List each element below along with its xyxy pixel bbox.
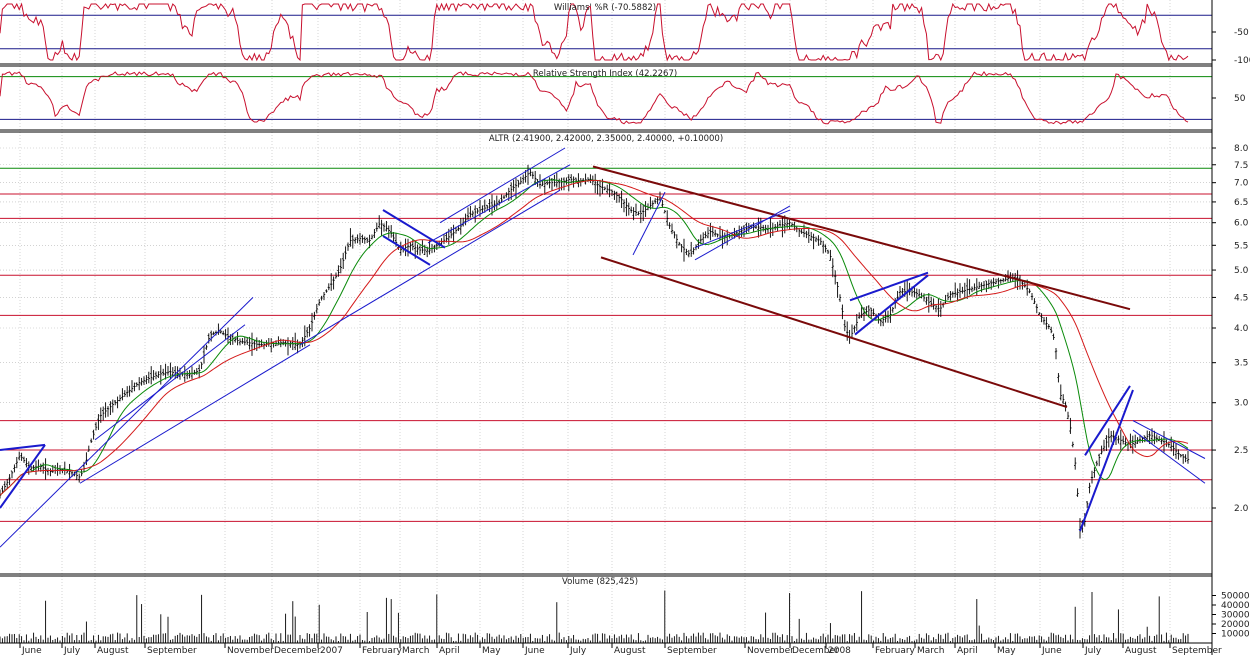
price-tick-label: 6.5 xyxy=(1234,198,1248,208)
channel-lower-line xyxy=(600,256,1068,409)
price-tick-label: 3.0 xyxy=(1234,399,1249,409)
x-axis-month-label: April xyxy=(439,646,460,655)
indicator-tick-label: -100 xyxy=(1234,56,1250,66)
x-axis-month-label: November xyxy=(227,646,274,655)
blue-trendline xyxy=(1132,420,1206,459)
x-axis-month-label: July xyxy=(569,646,587,655)
rsi-title: Relative Strength Index (42.2267) xyxy=(533,69,677,79)
x-axis-month-label: July xyxy=(63,646,81,655)
x-axis-month-label: December xyxy=(792,646,839,655)
x-axis-month-label: August xyxy=(97,646,129,655)
price-tick-label: 4.5 xyxy=(1234,293,1248,303)
x-axis-month-label: May xyxy=(482,646,501,655)
price-tick-label: 3.5 xyxy=(1234,359,1248,369)
x-axis-month-label: September xyxy=(667,646,717,655)
blue-trendline xyxy=(299,189,561,346)
williams-r-title: Williams' %R (-70.5882) xyxy=(554,3,656,13)
blue-trendline xyxy=(632,191,666,256)
x-axis-month-label: September xyxy=(147,646,197,655)
moving-average-short xyxy=(0,179,1189,496)
price-tick-label: 6.0 xyxy=(1234,219,1249,229)
x-axis-month-label: April xyxy=(957,646,978,655)
x-axis-month-label: September xyxy=(1172,646,1222,655)
price-tick-label: 8.0 xyxy=(1234,144,1249,154)
volume-tick-label: 20000 xyxy=(1221,620,1250,630)
indicator-tick-label: -50 xyxy=(1234,28,1249,38)
x-axis-month-label: 2008 xyxy=(828,646,851,655)
volume-tick-label: 40000 xyxy=(1221,601,1250,611)
x-axis-month-label: May xyxy=(997,646,1016,655)
blue-trendline xyxy=(1084,385,1131,456)
price-tick-label: 5.5 xyxy=(1234,241,1248,251)
price-tick-label: 2.5 xyxy=(1234,446,1248,456)
blue-trendline xyxy=(0,297,254,548)
x-axis-month-label: February xyxy=(362,646,403,655)
volume-title: Volume (825,425) xyxy=(562,577,638,587)
price-panel xyxy=(0,147,1212,548)
price-tick-label: 2.0 xyxy=(1234,504,1249,514)
price-tick-label: 5.0 xyxy=(1234,266,1249,276)
price-tick-label: 7.5 xyxy=(1234,161,1248,171)
x-axis-month-label: February xyxy=(875,646,916,655)
x-axis-month-label: March xyxy=(402,646,429,655)
blue-trendline xyxy=(94,324,246,441)
x-axis-month-label: June xyxy=(1041,646,1062,655)
rsi-panel xyxy=(0,70,1212,125)
grid-lines xyxy=(0,0,1212,643)
volume-tick-label: 30000 xyxy=(1221,611,1250,621)
blue-trendline xyxy=(427,164,571,244)
indicator-line xyxy=(0,70,1189,125)
x-axis-month-label: June xyxy=(21,646,42,655)
price-title: ALTR (2.41900, 2.42000, 2.35000, 2.40000… xyxy=(489,134,723,144)
blue-trendline xyxy=(1079,389,1134,532)
x-axis-month-label: 2007 xyxy=(320,646,343,655)
williams-r-panel xyxy=(0,2,1212,62)
volume-panel xyxy=(0,590,1189,643)
indicator-tick-label: 50 xyxy=(1234,94,1246,104)
x-axis-month-label: August xyxy=(614,646,646,655)
blue-trendline xyxy=(79,344,311,484)
blue-trendline xyxy=(0,444,46,509)
x-axis-month-label: July xyxy=(1084,646,1102,655)
x-axis-month-label: August xyxy=(1125,646,1157,655)
blue-trendline xyxy=(1132,429,1206,484)
price-tick-label: 4.0 xyxy=(1234,324,1249,334)
volume-tick-label: 50000 xyxy=(1221,592,1250,602)
blue-trendline xyxy=(382,209,446,249)
indicator-line xyxy=(0,2,1189,62)
blue-trendline xyxy=(382,235,431,266)
price-tick-label: 7.0 xyxy=(1234,179,1249,189)
blue-trendline xyxy=(849,271,929,302)
x-axis-month-label: November xyxy=(747,646,794,655)
blue-trendline xyxy=(694,209,791,249)
moving-average-long xyxy=(0,179,1189,496)
x-axis-month-label: March xyxy=(917,646,944,655)
channel-upper-line xyxy=(592,165,1131,311)
blue-trendline xyxy=(694,205,791,261)
x-axis-month-label: December xyxy=(274,646,321,655)
x-axis-month-label: June xyxy=(524,646,545,655)
blue-trendline xyxy=(439,147,566,224)
blue-trendline xyxy=(854,274,929,336)
blue-trendline xyxy=(0,443,46,452)
volume-tick-label: 10000 xyxy=(1221,630,1250,640)
